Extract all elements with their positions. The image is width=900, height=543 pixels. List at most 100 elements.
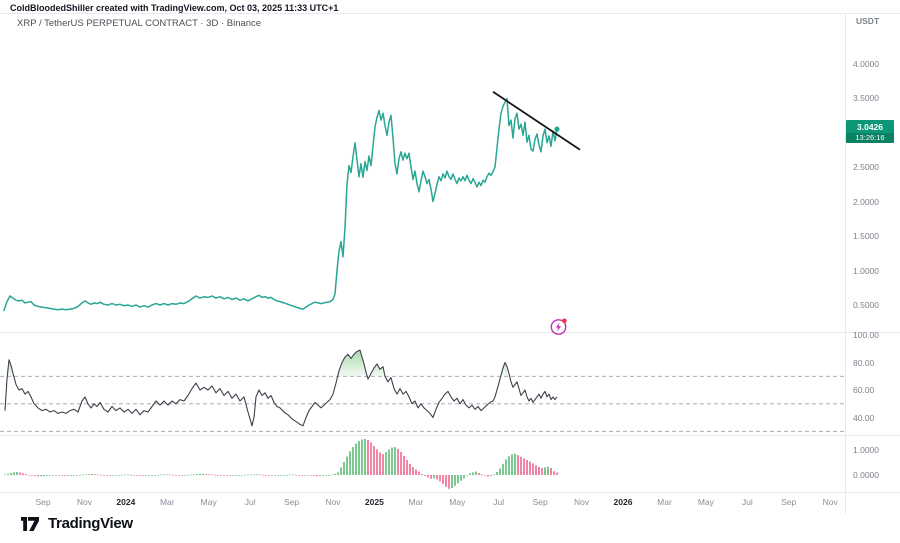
macd-bar [478, 473, 480, 475]
macd-bar [82, 474, 84, 476]
macd-bar [280, 475, 282, 476]
macd-bar [124, 474, 126, 476]
macd-bar [136, 475, 138, 476]
scale-tick-label: 1.0000 [853, 265, 879, 276]
macd-bar [100, 474, 102, 476]
macd-bar [253, 474, 255, 476]
macd-bar [40, 475, 42, 477]
macd-bar [190, 474, 192, 476]
macd-bar [220, 475, 222, 476]
macd-bar [400, 452, 402, 475]
macd-bar [196, 474, 198, 475]
macd-bar [544, 467, 546, 476]
bar-countdown: 13:26:16 [846, 132, 894, 144]
macd-bar [415, 469, 417, 475]
tradingview-logo[interactable]: TradingView [18, 515, 133, 532]
macd-bar [412, 467, 414, 475]
macd-bar [46, 475, 48, 476]
macd-bar [226, 475, 228, 476]
macd-bar [439, 475, 441, 482]
time-tick-month: Nov [822, 497, 838, 507]
macd-bar [454, 475, 456, 486]
macd-bar [301, 475, 303, 476]
time-tick-year: 2026 [613, 497, 633, 507]
scale-tick-label: 4.0000 [853, 58, 879, 69]
rsi-pane[interactable] [0, 332, 845, 435]
macd-bar [103, 475, 105, 476]
macd-bar [73, 475, 75, 476]
last-price-badge[interactable]: 3.0426 13:26:16 [846, 120, 894, 144]
macd-bar [499, 468, 501, 475]
macd-bar [70, 475, 72, 476]
macd-bar [328, 475, 330, 476]
macd-bar [523, 458, 525, 475]
macd-bar [307, 475, 309, 476]
macd-bar [142, 475, 144, 476]
macd-bar [16, 472, 18, 475]
macd-bar [364, 439, 366, 475]
macd-bar [145, 475, 147, 476]
macd-bar [343, 462, 345, 475]
time-tick-year: 2025 [364, 497, 384, 507]
macd-bar [496, 472, 498, 475]
last-price-value: 3.0426 [846, 120, 894, 133]
time-tick-month: Mar [159, 497, 175, 507]
price-pane[interactable] [0, 14, 845, 332]
macd-bar [484, 475, 486, 476]
time-tick-month: Sep [532, 497, 548, 507]
macd-bar [391, 447, 393, 475]
macd-bar [310, 475, 312, 476]
macd-bar [61, 475, 63, 476]
macd-bar [130, 474, 132, 476]
macd-bar [7, 473, 9, 476]
macd-bar [193, 474, 195, 476]
macd-bar [442, 475, 444, 484]
macd-pane[interactable] [0, 435, 845, 492]
overbought-fill [337, 350, 368, 377]
macd-bar [178, 475, 180, 476]
macd-bar [274, 475, 276, 476]
macd-bar [352, 447, 354, 475]
time-tick-month: Jul [244, 497, 256, 507]
macd-bar [367, 440, 369, 475]
macd-bar [205, 474, 207, 475]
macd-bar [547, 466, 549, 476]
macd-bar [541, 468, 543, 475]
macd-bar [169, 474, 171, 476]
time-tick-month: May [449, 497, 466, 507]
macd-bar [502, 463, 504, 476]
macd-bar [322, 475, 324, 476]
macd-bar [334, 473, 336, 476]
macd-bar [85, 474, 87, 476]
macd-bar [436, 475, 438, 480]
macd-bar [52, 475, 54, 476]
macd-bar [34, 475, 36, 476]
boost-icon[interactable] [548, 316, 570, 338]
macd-bar [490, 475, 492, 476]
symbol-title: XRP / TetherUS PERPETUAL CONTRACT · 3D ·… [17, 18, 262, 29]
macd-bar [229, 475, 231, 476]
trendline[interactable] [492, 91, 581, 151]
macd-bar [418, 471, 420, 475]
macd-bar [430, 475, 432, 479]
macd-bar [223, 475, 225, 476]
macd-bar [394, 447, 396, 475]
time-axis[interactable]: Sep Nov 2024 Mar May Jul Sep Nov 2025 Mar May Jul Se… [0, 492, 845, 514]
macd-bar [22, 473, 24, 476]
macd-bar [481, 474, 483, 476]
macd-bar [4, 474, 6, 476]
macd-bar [475, 471, 477, 475]
macd-bar [277, 475, 279, 476]
macd-bar [286, 474, 288, 476]
time-tick-year: 2024 [116, 497, 136, 507]
macd-bar [235, 475, 237, 476]
time-tick-month: Jul [493, 497, 505, 507]
macd-bar [295, 474, 297, 476]
macd-bar [517, 455, 519, 475]
macd-bar [388, 449, 390, 475]
macd-bar [463, 475, 465, 479]
macd-bar [13, 472, 15, 476]
macd-bar [409, 463, 411, 476]
macd-bar [520, 456, 522, 476]
